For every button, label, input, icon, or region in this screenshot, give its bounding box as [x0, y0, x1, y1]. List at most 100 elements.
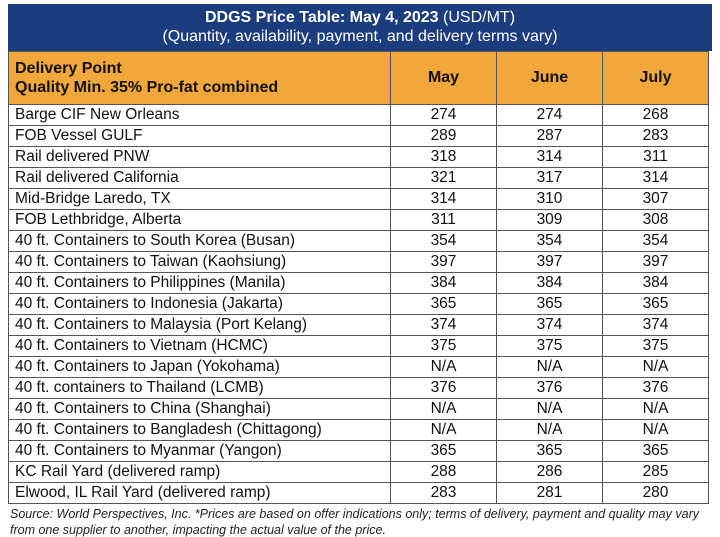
- table-row: 40 ft. Containers to South Korea (Busan)…: [8, 230, 709, 252]
- table-row: FOB Lethbridge, Alberta 311 309 308: [8, 209, 709, 231]
- delivery-point-cell: Mid-Bridge Laredo, TX: [8, 188, 391, 210]
- price-june-cell: 365: [496, 440, 603, 462]
- header-quality-label: Quality Min. 35% Pro-fat combined: [15, 79, 279, 96]
- price-june-cell: N/A: [496, 356, 603, 378]
- price-july-cell: 375: [602, 335, 709, 357]
- price-june-cell: 314: [496, 146, 603, 168]
- table-row: 40 ft. Containers to Taiwan (Kaohsiung) 3…: [8, 251, 709, 273]
- table-title-bold: DDGS Price Table: May 4, 2023: [204, 9, 439, 26]
- table-row: KC Rail Yard (delivered ramp) 288 286 285: [8, 461, 709, 483]
- price-july-cell: 376: [602, 377, 709, 399]
- price-may-cell: 376: [390, 377, 497, 399]
- price-july-cell: 314: [602, 167, 709, 189]
- table-title: DDGS Price Table: May 4, 2023 (USD/MT): [9, 8, 711, 27]
- price-july-cell: N/A: [602, 419, 709, 441]
- price-june-cell: 375: [496, 335, 603, 357]
- delivery-point-cell: Rail delivered California: [8, 167, 391, 189]
- delivery-point-cell: 40 ft. Containers to China (Shanghai): [8, 398, 391, 420]
- table-title-banner: DDGS Price Table: May 4, 2023 (USD/MT) (…: [8, 4, 712, 51]
- price-june-cell: 365: [496, 293, 603, 315]
- price-may-cell: 314: [390, 188, 497, 210]
- price-july-cell: 397: [602, 251, 709, 273]
- price-may-cell: 283: [390, 482, 497, 504]
- delivery-point-cell: Rail delivered PNW: [8, 146, 391, 168]
- table-row: Rail delivered PNW 318 314 311: [8, 146, 709, 168]
- price-july-cell: 268: [602, 104, 709, 126]
- delivery-point-cell: 40 ft. Containers to Philippines (Manila…: [8, 272, 391, 294]
- delivery-point-cell: 40 ft. Containers to South Korea (Busan): [8, 230, 391, 252]
- footnote-note: *Prices are based on offer indications o…: [10, 507, 699, 537]
- price-july-cell: 285: [602, 461, 709, 483]
- footnote: Source: World Perspectives, Inc. *Prices…: [8, 506, 712, 537]
- delivery-point-cell: 40 ft. Containers to Japan (Yokohama): [8, 356, 391, 378]
- delivery-point-cell: FOB Lethbridge, Alberta: [8, 209, 391, 231]
- price-july-cell: 384: [602, 272, 709, 294]
- table-title-unit: (USD/MT): [443, 9, 516, 26]
- price-july-cell: 365: [602, 293, 709, 315]
- table-row: 40 ft. Containers to China (Shanghai) N/A…: [8, 398, 709, 420]
- price-june-cell: 309: [496, 209, 603, 231]
- price-may-cell: 288: [390, 461, 497, 483]
- table-header-row: Delivery Point Quality Min. 35% Pro-fat …: [8, 51, 709, 105]
- price-may-cell: 274: [390, 104, 497, 126]
- table-row: Mid-Bridge Laredo, TX 314 310 307: [8, 188, 709, 210]
- delivery-point-cell: 40 ft. Containers to Myanmar (Yangon): [8, 440, 391, 462]
- price-july-cell: 374: [602, 314, 709, 336]
- price-table: Delivery Point Quality Min. 35% Pro-fat …: [8, 51, 709, 504]
- header-month-july: July: [602, 51, 709, 105]
- price-june-cell: 287: [496, 125, 603, 147]
- price-may-cell: N/A: [390, 419, 497, 441]
- table-row: 40 ft. Containers to Philippines (Manila…: [8, 272, 709, 294]
- price-july-cell: N/A: [602, 398, 709, 420]
- footnote-source: Source: World Perspectives, Inc.: [10, 507, 192, 521]
- price-june-cell: 354: [496, 230, 603, 252]
- price-may-cell: 374: [390, 314, 497, 336]
- table-row: Barge CIF New Orleans 274 274 268: [8, 104, 709, 126]
- table-row: 40 ft. Containers to Malaysia (Port Kela…: [8, 314, 709, 336]
- price-june-cell: 374: [496, 314, 603, 336]
- price-june-cell: 274: [496, 104, 603, 126]
- price-may-cell: 289: [390, 125, 497, 147]
- table-row: 40 ft. Containers to Japan (Yokohama) N/A…: [8, 356, 709, 378]
- delivery-point-cell: 40 ft. Containers to Vietnam (HCMC): [8, 335, 391, 357]
- header-delivery-point-label: Delivery Point: [15, 60, 122, 77]
- table-row: 40 ft. containers to Thailand (LCMB) 376 3…: [8, 377, 709, 399]
- price-june-cell: 310: [496, 188, 603, 210]
- delivery-point-cell: 40 ft. Containers to Indonesia (Jakarta): [8, 293, 391, 315]
- price-july-cell: 283: [602, 125, 709, 147]
- price-june-cell: 286: [496, 461, 603, 483]
- price-june-cell: 317: [496, 167, 603, 189]
- price-may-cell: 354: [390, 230, 497, 252]
- price-july-cell: N/A: [602, 356, 709, 378]
- delivery-point-cell: 40 ft. Containers to Taiwan (Kaohsiung): [8, 251, 391, 273]
- header-month-may: May: [390, 51, 497, 105]
- price-june-cell: 376: [496, 377, 603, 399]
- price-may-cell: N/A: [390, 356, 497, 378]
- price-may-cell: 365: [390, 440, 497, 462]
- price-may-cell: 321: [390, 167, 497, 189]
- price-july-cell: 307: [602, 188, 709, 210]
- table-row: FOB Vessel GULF 289 287 283: [8, 125, 709, 147]
- price-june-cell: N/A: [496, 398, 603, 420]
- price-july-cell: 308: [602, 209, 709, 231]
- price-may-cell: N/A: [390, 398, 497, 420]
- price-may-cell: 375: [390, 335, 497, 357]
- price-june-cell: 384: [496, 272, 603, 294]
- price-may-cell: 397: [390, 251, 497, 273]
- price-june-cell: N/A: [496, 419, 603, 441]
- delivery-point-cell: KC Rail Yard (delivered ramp): [8, 461, 391, 483]
- table-row: 40 ft. Containers to Bangladesh (Chittag…: [8, 419, 709, 441]
- table-subtitle: (Quantity, availability, payment, and de…: [162, 28, 558, 45]
- table-row: Rail delivered California 321 317 314: [8, 167, 709, 189]
- delivery-point-cell: 40 ft. Containers to Bangladesh (Chittag…: [8, 419, 391, 441]
- table-row: 40 ft. Containers to Myanmar (Yangon) 365…: [8, 440, 709, 462]
- price-july-cell: 311: [602, 146, 709, 168]
- delivery-point-cell: 40 ft. containers to Thailand (LCMB): [8, 377, 391, 399]
- header-delivery-point: Delivery Point Quality Min. 35% Pro-fat …: [8, 51, 391, 105]
- price-july-cell: 354: [602, 230, 709, 252]
- price-july-cell: 280: [602, 482, 709, 504]
- header-month-june: June: [496, 51, 603, 105]
- delivery-point-cell: 40 ft. Containers to Malaysia (Port Kela…: [8, 314, 391, 336]
- table-row: 40 ft. Containers to Vietnam (HCMC) 375 37…: [8, 335, 709, 357]
